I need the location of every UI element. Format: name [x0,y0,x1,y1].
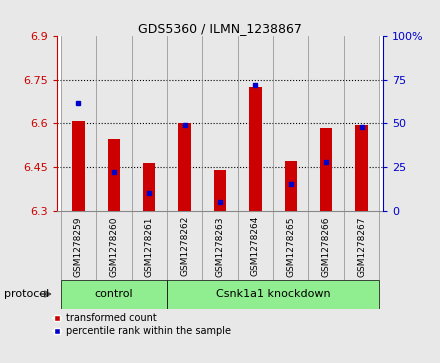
Text: GSM1278262: GSM1278262 [180,216,189,277]
Bar [108,139,120,211]
Text: Csnk1a1 knockdown: Csnk1a1 knockdown [216,289,330,299]
Bar [61,36,96,211]
Bar [178,123,191,211]
Bar [214,170,226,211]
Bar [320,128,332,211]
Bar [61,280,167,309]
Bar [238,36,273,211]
Text: GSM1278267: GSM1278267 [357,216,366,277]
Text: GSM1278264: GSM1278264 [251,216,260,277]
Text: GSM1278265: GSM1278265 [286,216,295,277]
Bar [356,125,368,211]
Bar [308,36,344,211]
Text: GSM1278263: GSM1278263 [216,216,224,277]
Text: protocol: protocol [4,289,50,299]
Bar [285,161,297,211]
Legend: transformed count, percentile rank within the sample: transformed count, percentile rank withi… [53,313,231,337]
Bar [249,87,262,211]
Text: GSM1278266: GSM1278266 [322,216,331,277]
Text: control: control [95,289,133,299]
Text: GSM1278259: GSM1278259 [74,216,83,277]
Text: GSM1278260: GSM1278260 [109,216,118,277]
Bar [96,36,132,211]
Bar [132,36,167,211]
Bar [344,36,379,211]
Bar [273,36,308,211]
Bar [167,280,379,309]
Bar [143,163,155,211]
Text: GSM1278261: GSM1278261 [145,216,154,277]
Title: GDS5360 / ILMN_1238867: GDS5360 / ILMN_1238867 [138,22,302,35]
Bar [72,121,84,211]
Bar [202,36,238,211]
Bar [167,36,202,211]
